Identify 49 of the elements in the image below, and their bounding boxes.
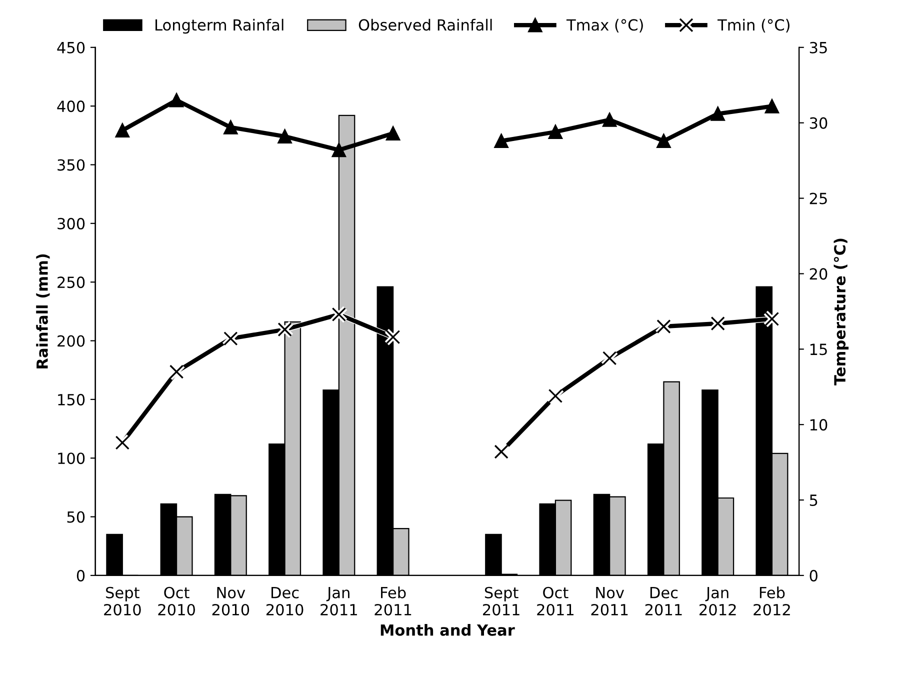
x-tick-label: Feb 2012 bbox=[754, 586, 790, 616]
y-axis-title: Rainfall (mm) bbox=[36, 254, 50, 368]
y-tick-label: 400 bbox=[57, 100, 85, 112]
x-tick-label: Dec 2011 bbox=[645, 587, 682, 616]
y2-tick-label: 15 bbox=[810, 344, 827, 356]
point bbox=[494, 134, 508, 148]
y-tick-label: 250 bbox=[58, 276, 85, 288]
x-tick-label: Nov 2011 bbox=[591, 587, 628, 616]
y-tick-label: 200 bbox=[58, 335, 85, 347]
point bbox=[548, 124, 563, 139]
x-tick-label: Dec 2010 bbox=[266, 587, 304, 616]
y2-axis-title: Temperature (°C) bbox=[834, 238, 849, 386]
x-tick-label: Jan 2012 bbox=[700, 587, 736, 616]
point bbox=[386, 126, 400, 140]
legend-label: Longterm Rainfal bbox=[156, 18, 284, 34]
y2-tick-label: 20 bbox=[810, 268, 828, 280]
x-tick-label: Sept 2010 bbox=[104, 586, 141, 616]
legend-label: Observed Rainfall bbox=[358, 18, 492, 31]
point bbox=[115, 123, 130, 138]
y2-tick-label: 0 bbox=[810, 570, 818, 582]
y-tick-label: 150 bbox=[58, 394, 85, 406]
y-tick-label: 50 bbox=[67, 511, 85, 523]
x-tick-label: Sept 2011 bbox=[483, 586, 520, 616]
legend-label: Tmax (°C) bbox=[566, 18, 643, 32]
x-tick-label: Oct 2010 bbox=[158, 586, 195, 616]
legend-label: Tmin (°C) bbox=[718, 18, 790, 32]
x-tick-label: Oct 2011 bbox=[537, 586, 574, 616]
y2-tick-label: 25 bbox=[810, 192, 827, 204]
y-tick-label: 300 bbox=[58, 218, 85, 230]
x-tick-label: Nov 2010 bbox=[212, 587, 250, 616]
y-tick-label: 450 bbox=[57, 42, 85, 54]
point bbox=[332, 142, 346, 158]
y2-tick-label: 10 bbox=[810, 419, 828, 431]
point bbox=[602, 112, 617, 127]
y-tick-label: 100 bbox=[58, 452, 85, 464]
point bbox=[764, 99, 780, 114]
point bbox=[278, 129, 292, 144]
x-axis-title: Month and Year bbox=[380, 624, 515, 636]
point bbox=[710, 106, 725, 121]
y-tick-label: 0 bbox=[76, 570, 85, 582]
point bbox=[169, 93, 184, 108]
y2-tick-label: 30 bbox=[810, 117, 828, 129]
x-tick-label: Feb 2011 bbox=[374, 586, 412, 616]
point bbox=[656, 134, 671, 148]
y-tick-label: 350 bbox=[58, 159, 85, 171]
y2-tick-label: 5 bbox=[810, 494, 818, 506]
x-tick-label: Jan 2011 bbox=[320, 587, 357, 616]
point bbox=[224, 120, 238, 134]
y2-tick-label: 35 bbox=[810, 42, 827, 54]
